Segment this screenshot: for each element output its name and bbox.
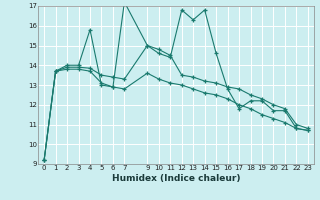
X-axis label: Humidex (Indice chaleur): Humidex (Indice chaleur) <box>112 174 240 183</box>
